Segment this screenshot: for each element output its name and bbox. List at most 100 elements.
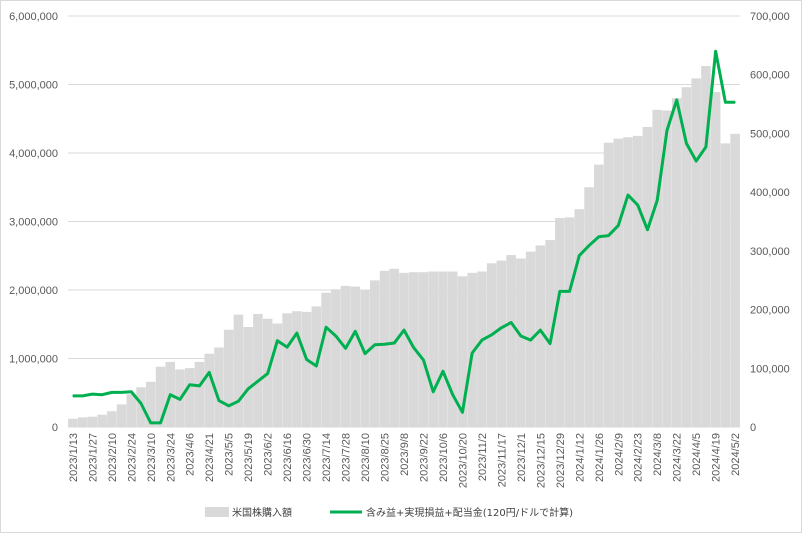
line-point: [393, 342, 395, 344]
line-point: [72, 395, 74, 397]
line-point: [374, 344, 376, 346]
bar: [642, 126, 653, 427]
right-tick-label: 100,000: [750, 363, 790, 375]
bar: [477, 271, 487, 427]
bar: [584, 187, 594, 427]
line-point: [724, 101, 726, 103]
x-tick-label: 2023/4/6: [185, 433, 197, 476]
line-point: [140, 402, 142, 405]
line-point: [656, 199, 658, 201]
right-tick-label: 700,000: [750, 11, 790, 23]
line-point: [481, 339, 483, 341]
left-tick-label: 0: [52, 422, 58, 434]
bar: [87, 416, 98, 427]
bar: [321, 292, 331, 427]
line-point: [627, 194, 629, 196]
line-point: [598, 236, 600, 238]
bar: [233, 314, 244, 427]
line-point: [637, 204, 639, 206]
left-tick-label: 6,000,000: [9, 11, 58, 23]
bar: [447, 271, 458, 427]
line-point: [413, 347, 415, 349]
line-point: [422, 359, 425, 361]
x-tick-label: 2023/11/2: [477, 433, 489, 481]
bar: [301, 311, 312, 427]
line-point: [335, 335, 337, 337]
line-point: [257, 380, 259, 382]
right-axis-ticks: 0 100,000 200,000 300,000 400,000 500,000 600,…: [750, 11, 790, 434]
bar: [243, 326, 253, 427]
legend-line-label: 含み益+実現損益+配当金(120円/ドルで計算): [366, 506, 573, 519]
bar: [603, 142, 614, 427]
bar: [116, 404, 127, 427]
line-point: [617, 225, 619, 227]
bar: [594, 164, 604, 427]
bar: [681, 87, 692, 428]
line-point: [695, 160, 697, 162]
x-tick-label: 2024/1/12: [574, 433, 586, 482]
line-point: [354, 330, 356, 332]
right-tick-label: 300,000: [750, 246, 790, 258]
line-point: [101, 394, 103, 396]
line-point: [383, 343, 386, 345]
x-tick-label: 2023/7/28: [341, 433, 353, 482]
line-point: [228, 405, 230, 407]
line-point: [286, 346, 288, 348]
line-point: [646, 229, 649, 231]
left-axis-ticks: 0 1,000,000 2,000,000 3,000,000 4,000,000 5,0…: [9, 11, 58, 434]
bar: [516, 258, 526, 427]
line-point: [530, 339, 532, 341]
bar: [360, 290, 370, 427]
line-point: [237, 400, 240, 402]
line-point: [325, 326, 327, 328]
left-tick-label: 2,000,000: [9, 285, 58, 297]
line-point: [705, 146, 707, 148]
line-point: [82, 395, 84, 397]
line-point: [500, 327, 502, 329]
x-axis-ticks: 2023/1/13 2023/1/27 2023/2/10 2023/2/24 2023…: [68, 433, 742, 488]
x-tick-label: 2023/11/17: [496, 433, 508, 487]
line-point: [296, 332, 298, 334]
bar: [68, 418, 78, 427]
bar: [223, 329, 234, 427]
line-point: [306, 358, 308, 361]
x-tick-label: 2023/3/10: [146, 433, 158, 482]
legend-bar-swatch: [205, 507, 229, 517]
bar: [204, 353, 214, 427]
bar: [710, 92, 721, 427]
line-point: [179, 398, 181, 401]
bar: [564, 217, 575, 427]
x-tick-label: 2023/6/16: [282, 433, 294, 482]
bar: [146, 381, 156, 427]
line-point: [452, 394, 454, 396]
bar: [292, 311, 302, 427]
bar: [350, 286, 361, 427]
line-point: [539, 329, 541, 331]
bar: [399, 272, 409, 427]
line-point: [276, 340, 278, 342]
line-point: [315, 365, 317, 367]
x-tick-label: 2024/3/22: [672, 433, 684, 482]
bar: [370, 280, 380, 427]
bar: [389, 268, 400, 427]
bar: [340, 285, 351, 427]
line-point: [247, 388, 249, 390]
bar: [282, 313, 292, 427]
bar: [535, 245, 546, 427]
bar: [720, 143, 731, 427]
x-tick-label: 2024/2/23: [633, 433, 645, 482]
x-tick-label: 2023/10/6: [438, 433, 450, 482]
right-tick-label: 400,000: [750, 187, 790, 199]
right-tick-label: 600,000: [750, 70, 790, 82]
line-point: [111, 391, 113, 393]
line-point: [189, 384, 191, 386]
line-point: [685, 142, 688, 145]
bar: [545, 239, 555, 427]
bar: [574, 209, 585, 427]
bar: [623, 137, 633, 427]
line-point: [559, 290, 561, 292]
line-point: [520, 335, 522, 337]
bar: [457, 276, 468, 427]
bar: [701, 66, 711, 427]
x-tick-label: 2023/12/1: [516, 433, 528, 482]
